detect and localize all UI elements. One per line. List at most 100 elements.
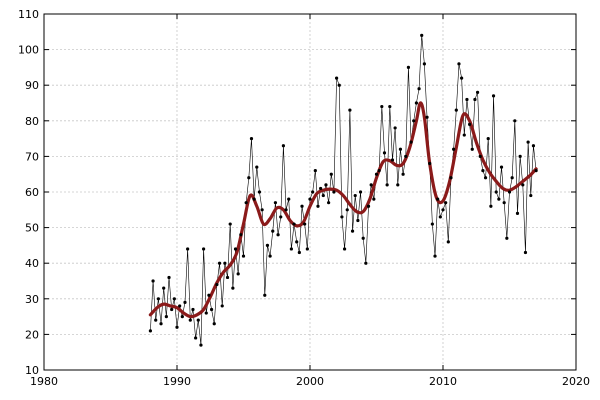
- data-point: [393, 126, 397, 130]
- data-point: [433, 254, 437, 258]
- data-point: [382, 151, 387, 155]
- data-point: [510, 176, 514, 180]
- trend-series-line: [148, 101, 538, 319]
- data-point: [452, 147, 456, 151]
- data-point: [457, 62, 461, 66]
- data-point: [268, 254, 272, 258]
- data-point: [526, 140, 530, 144]
- data-point: [353, 193, 357, 198]
- data-point: [534, 169, 538, 173]
- data-point: [507, 190, 512, 194]
- data-point: [518, 154, 522, 158]
- data-point: [396, 183, 400, 187]
- data-point: [494, 190, 498, 194]
- data-point: [313, 169, 317, 173]
- data-point: [473, 97, 477, 102]
- data-point: [406, 65, 411, 69]
- data-point: [236, 272, 240, 276]
- data-point: [271, 229, 275, 233]
- data-point: [521, 183, 525, 187]
- data-point: [305, 247, 309, 251]
- data-point: [468, 122, 472, 126]
- x-tick-label: 2020: [562, 375, 590, 388]
- data-point: [297, 250, 301, 255]
- data-point: [215, 282, 219, 287]
- data-point: [417, 87, 421, 91]
- y-tick-label: 80: [25, 115, 39, 128]
- data-point: [247, 176, 251, 180]
- data-point: [385, 183, 389, 187]
- data-point: [327, 201, 331, 205]
- data-point: [289, 247, 293, 251]
- data-point: [329, 172, 333, 176]
- data-point: [454, 108, 458, 112]
- data-point: [287, 197, 291, 201]
- data-point: [204, 311, 208, 315]
- data-point: [231, 286, 235, 290]
- data-point: [446, 240, 450, 244]
- x-tick-label: 2010: [429, 375, 457, 388]
- ticks-layer: 1980 1990 2000 2010 2020 10 20 30 40 50 60 70 80 90 10…: [18, 8, 590, 388]
- data-point: [316, 204, 320, 208]
- data-point: [430, 222, 434, 226]
- data-point: [414, 101, 418, 105]
- data-point: [412, 119, 416, 123]
- data-point: [154, 318, 158, 322]
- data-point: [491, 94, 496, 98]
- data-point: [228, 222, 232, 226]
- data-point: [462, 133, 466, 137]
- data-point: [241, 254, 246, 258]
- data-point: [364, 261, 368, 265]
- data-point: [460, 76, 464, 80]
- y-tick-label: 70: [25, 150, 39, 163]
- y-tick-label: 90: [25, 79, 39, 92]
- data-point: [162, 286, 166, 290]
- data-point: [148, 329, 152, 333]
- data-point: [390, 158, 395, 162]
- data-point: [159, 322, 163, 326]
- data-point: [531, 144, 536, 148]
- data-point: [356, 218, 360, 223]
- data-point: [300, 204, 304, 208]
- data-point: [308, 197, 312, 201]
- data-point: [303, 222, 307, 226]
- data-point: [483, 176, 488, 180]
- y-tick-label: 10: [25, 364, 39, 377]
- data-point: [319, 186, 323, 191]
- data-point: [170, 307, 174, 312]
- data-point: [449, 176, 453, 180]
- data-point: [436, 197, 440, 201]
- data-point: [295, 240, 299, 244]
- raw-series-line: [150, 35, 537, 346]
- data-point: [263, 293, 267, 297]
- x-tick-label: 1980: [30, 375, 58, 388]
- data-point: [515, 211, 520, 215]
- data-point: [324, 183, 328, 187]
- data-point: [220, 304, 224, 308]
- data-point: [194, 336, 198, 340]
- data-point: [252, 197, 256, 201]
- grid-layer: [44, 14, 576, 370]
- data-point: [377, 169, 381, 173]
- data-point: [199, 343, 203, 347]
- data-point: [372, 197, 376, 201]
- data-point: [311, 190, 315, 194]
- data-point: [441, 208, 445, 212]
- data-point: [257, 190, 262, 194]
- y-tick-label: 50: [25, 222, 39, 235]
- y-tick-label: 100: [18, 44, 39, 57]
- data-point: [374, 172, 379, 176]
- data-point: [217, 261, 222, 265]
- data-point: [332, 190, 336, 194]
- data-point: [276, 233, 280, 237]
- data-point: [279, 215, 283, 219]
- data-point: [425, 115, 429, 119]
- data-point: [340, 215, 344, 219]
- data-point: [212, 322, 216, 326]
- data-point: [481, 169, 485, 173]
- data-point: [188, 318, 192, 322]
- data-point: [164, 315, 168, 319]
- data-point: [401, 172, 405, 176]
- data-point: [249, 137, 254, 141]
- y-tick-label: 60: [25, 186, 39, 199]
